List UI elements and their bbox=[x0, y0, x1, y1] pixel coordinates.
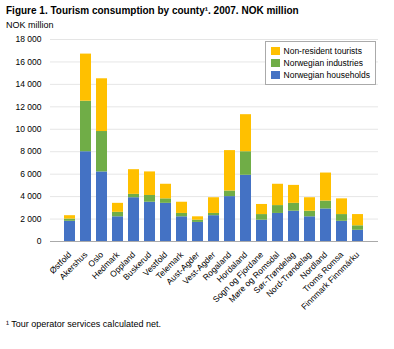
svg-text:14 000: 14 000 bbox=[16, 79, 42, 89]
svg-text:Buskerud: Buskerud bbox=[120, 249, 154, 283]
svg-text:Finnmark Finnmárku: Finnmark Finnmárku bbox=[299, 249, 361, 311]
svg-text:16 000: 16 000 bbox=[16, 57, 42, 67]
svg-text:2 000: 2 000 bbox=[20, 214, 42, 224]
svg-text:Aust-Agder: Aust-Agder bbox=[164, 249, 202, 287]
html-text:¹ Tour operator services calcu: ¹ Tour operator services calculated net. bbox=[6, 319, 161, 329]
svg-text:Akershus: Akershus bbox=[57, 250, 89, 282]
html-text:Norwegian households: Norwegian households bbox=[283, 70, 370, 80]
svg-text:Telemark: Telemark bbox=[153, 249, 186, 282]
svg-text:Nordland: Nordland bbox=[297, 249, 330, 282]
html-text:NOK million: NOK million bbox=[6, 20, 54, 30]
svg-text:Sogn og Fjordane: Sogn og Fjordane bbox=[210, 249, 266, 305]
html-text:Non-resident tourists: Non-resident tourists bbox=[283, 46, 362, 56]
svg-text:12 000: 12 000 bbox=[16, 102, 42, 112]
svg-text:Møre og Romsdal: Møre og Romsdal bbox=[226, 249, 282, 305]
svg-text:Sør-Trøndelag: Sør-Trøndelag bbox=[251, 249, 298, 296]
svg-text:18 000: 18 000 bbox=[16, 34, 42, 44]
svg-text:8 000: 8 000 bbox=[20, 146, 42, 156]
svg-text:4 000: 4 000 bbox=[20, 191, 42, 201]
html-text:Figure 1. Tourism consumption: Figure 1. Tourism consumption by county¹… bbox=[6, 5, 299, 16]
html-text:Norwegian industries: Norwegian industries bbox=[283, 58, 363, 68]
svg-text:Nord-Trøndelag: Nord-Trøndelag bbox=[264, 249, 314, 299]
svg-text:Vestfold: Vestfold bbox=[140, 249, 170, 279]
svg-text:Vest-Agder: Vest-Agder bbox=[180, 249, 218, 287]
svg-text:10 000: 10 000 bbox=[16, 124, 42, 134]
svg-text:6 000: 6 000 bbox=[20, 169, 42, 179]
svg-text:Oslo: Oslo bbox=[85, 249, 106, 269]
svg-text:Oppland: Oppland bbox=[107, 249, 138, 280]
svg-text:Østfold: Østfold bbox=[47, 249, 74, 276]
svg-text:0: 0 bbox=[37, 236, 42, 246]
svg-text:Hedmark: Hedmark bbox=[89, 249, 122, 282]
svg-text:Rogaland: Rogaland bbox=[200, 249, 234, 283]
svg-text:Troms Romsa: Troms Romsa bbox=[300, 249, 346, 295]
svg-text:Hordaland: Hordaland bbox=[214, 249, 250, 285]
